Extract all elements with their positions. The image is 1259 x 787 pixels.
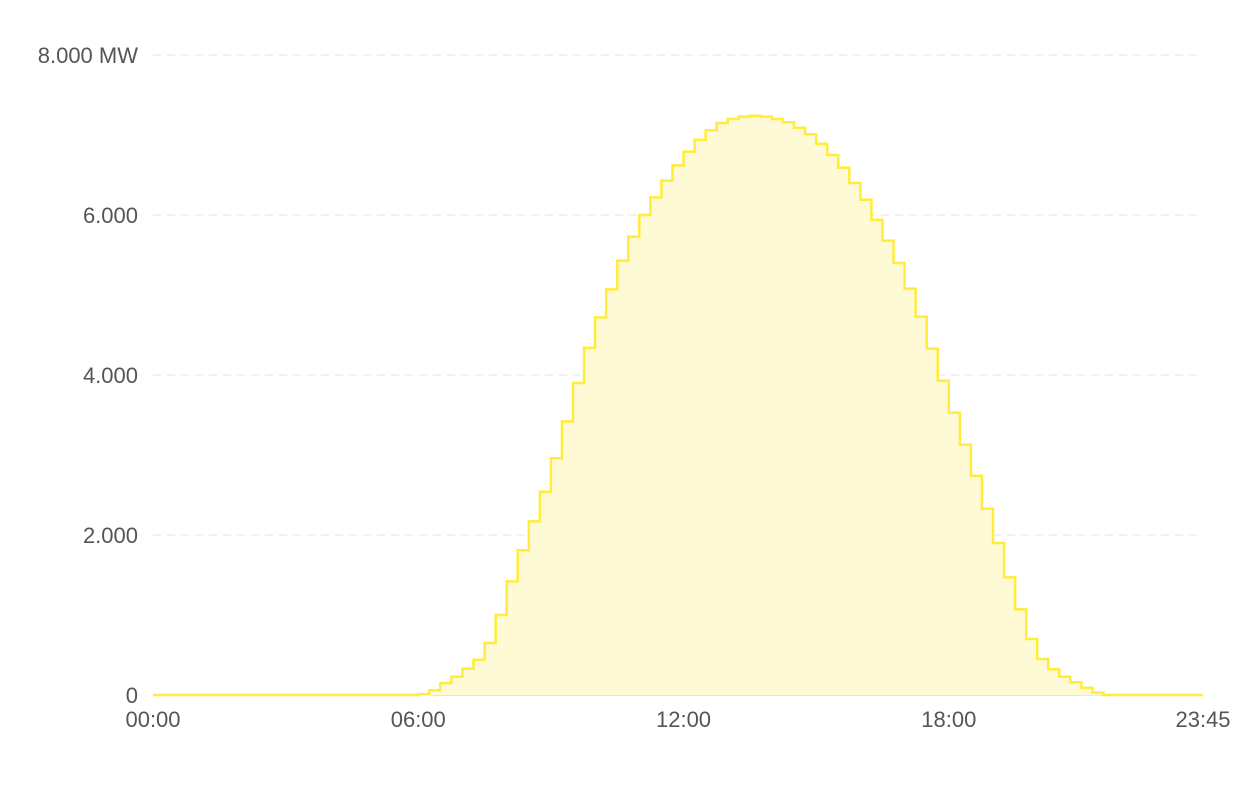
series-area-fill	[153, 115, 1203, 696]
plot-area	[153, 114, 1203, 697]
series-line	[153, 114, 1203, 697]
x-axis-ticks: 00:00 06:00 12:00 18:00 23:45	[125, 707, 1230, 732]
y-tick-label: 0	[126, 683, 138, 708]
x-tick-label: 23:45	[1175, 707, 1230, 732]
x-tick-label: 00:00	[125, 707, 180, 732]
y-tick-label: 4.000	[83, 363, 138, 388]
y-axis-ticks: 0 2.000 4.000 6.000 8.000 MW	[38, 43, 138, 708]
x-tick-label: 12:00	[656, 707, 711, 732]
y-tick-label: 2.000	[83, 523, 138, 548]
y-tick-label: 8.000 MW	[38, 43, 138, 68]
x-tick-label: 06:00	[391, 707, 446, 732]
x-tick-label: 18:00	[921, 707, 976, 732]
y-tick-label: 6.000	[83, 203, 138, 228]
